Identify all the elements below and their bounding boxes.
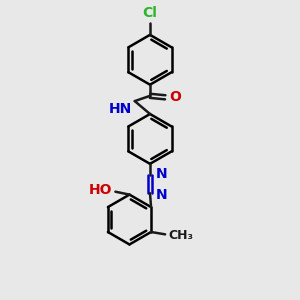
Text: N: N	[155, 167, 167, 181]
Text: Cl: Cl	[142, 6, 158, 20]
Text: O: O	[169, 90, 181, 104]
Text: HO: HO	[88, 183, 112, 197]
Text: HN: HN	[109, 102, 132, 116]
Text: N: N	[155, 188, 167, 202]
Text: CH₃: CH₃	[168, 229, 193, 242]
